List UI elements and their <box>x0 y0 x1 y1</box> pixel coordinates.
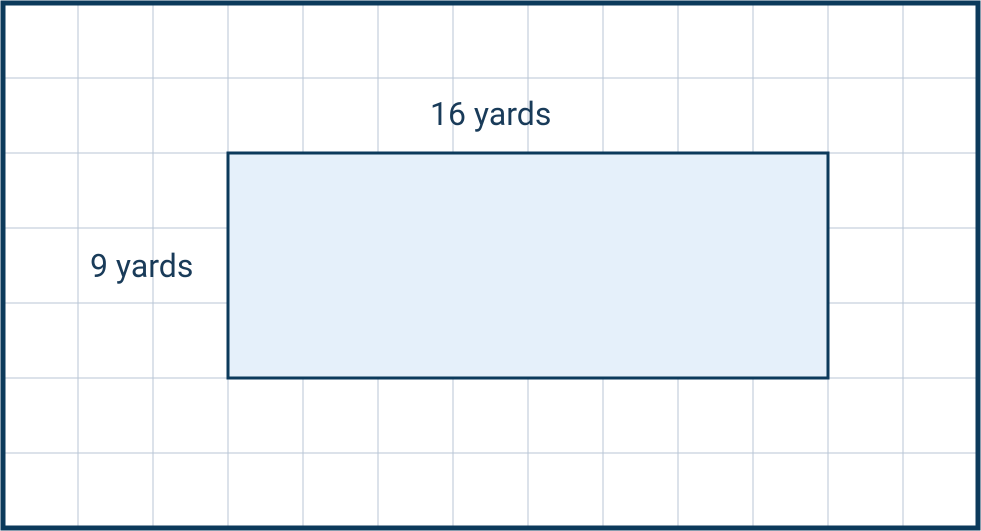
diagram-container: 16 yards 9 yards <box>0 0 981 531</box>
shaded-rectangle <box>228 153 828 378</box>
width-label: 16 yards <box>430 95 551 133</box>
height-label: 9 yards <box>90 247 193 285</box>
